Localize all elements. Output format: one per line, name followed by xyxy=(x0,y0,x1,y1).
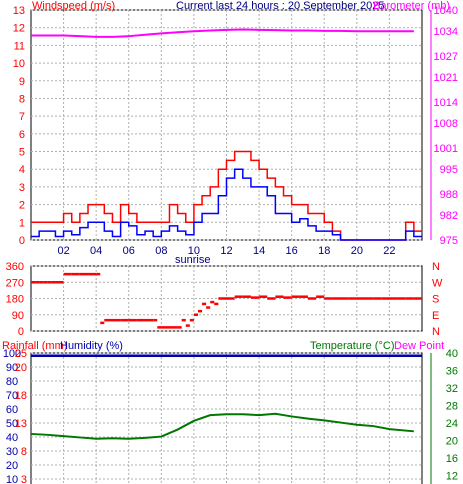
hour-tick-label: 14 xyxy=(253,245,265,257)
direction-tick-label: 270 xyxy=(6,277,24,289)
hour-tick-label: 02 xyxy=(57,245,69,257)
humidity-tick-label: 90 xyxy=(6,362,18,374)
temperature-tick-label: 24 xyxy=(446,418,458,430)
rainfall-tick-label: 13 xyxy=(15,418,27,430)
rainfall-tick-label: 8 xyxy=(21,446,27,458)
barometer-series-line xyxy=(31,28,414,38)
chart-title: Current last 24 hours : 20 September 202… xyxy=(176,0,385,12)
gust-series-line xyxy=(31,150,422,241)
temperature-axis-title: Temperature (°C) xyxy=(310,340,394,352)
rainfall-axis-title: Rainfall (mm) xyxy=(2,340,67,352)
humidity-axis-title: Humidity (%) xyxy=(60,340,123,352)
compass-tick-label: W xyxy=(432,277,443,289)
dewpoint-axis-title: Dew Point xyxy=(394,340,444,352)
windspeed-tick-label: 7 xyxy=(19,111,25,123)
temperature-tick-label: 28 xyxy=(446,401,458,413)
hour-tick-label: 12 xyxy=(220,245,232,257)
humidity-tick-label: 20 xyxy=(6,460,18,472)
humidity-tick-label: 30 xyxy=(6,446,18,458)
humidity-tick-label: 40 xyxy=(6,432,18,444)
barometer-tick-label: 982 xyxy=(440,210,458,222)
rainfall-tick-label: 25 xyxy=(15,348,27,360)
windspeed-tick-label: 4 xyxy=(19,164,25,176)
humidity-tick-label: 60 xyxy=(6,404,18,416)
temperature-series-line xyxy=(30,412,414,440)
barometer-axis-title: Barometer (mb) xyxy=(373,0,450,12)
barometer-tick-label: 975 xyxy=(440,235,458,247)
temperature-tick-label: 32 xyxy=(446,383,458,395)
hour-tick-label: 08 xyxy=(155,245,167,257)
barometer-tick-label: 1021 xyxy=(434,72,458,84)
temperature-tick-label: 36 xyxy=(446,366,458,378)
windspeed-tick-label: 11 xyxy=(14,40,25,52)
humidity-tick-label: 50 xyxy=(6,418,18,430)
temperature-tick-label: 40 xyxy=(446,348,458,360)
temperature-tick-label: 12 xyxy=(446,471,458,483)
temperature-tick-label: 16 xyxy=(446,453,458,465)
rainfall-tick-label: 3 xyxy=(21,474,27,484)
temperature-tick-label: 20 xyxy=(446,436,458,448)
hour-tick-label: 04 xyxy=(90,245,102,257)
hour-tick-label: 18 xyxy=(318,245,330,257)
hour-tick-label: 20 xyxy=(351,245,363,257)
barometer-tick-label: 1027 xyxy=(434,51,458,63)
humidity-tick-label: 70 xyxy=(6,390,18,402)
hour-tick-label: 22 xyxy=(383,245,395,257)
windspeed-tick-label: 8 xyxy=(19,93,25,105)
barometer-tick-label: 988 xyxy=(440,189,458,201)
direction-tick-label: 90 xyxy=(12,310,24,322)
windspeed-tick-label: 10 xyxy=(13,58,25,70)
direction-tick-label: 360 xyxy=(6,261,24,273)
series-layer xyxy=(30,28,422,440)
tick-labels: 0123456789101112139759829889951001100810… xyxy=(3,5,458,484)
barometer-tick-label: 1014 xyxy=(434,97,458,109)
windspeed-tick-label: 3 xyxy=(19,182,25,194)
sunrise-annotation: sunrise xyxy=(175,254,210,266)
windspeed-tick-label: 0 xyxy=(19,235,25,247)
compass-tick-label: S xyxy=(432,294,439,306)
humidity-tick-label: 100 xyxy=(3,348,21,360)
windspeed-series-line xyxy=(31,168,422,241)
windspeed-tick-label: 12 xyxy=(13,23,25,35)
windspeed-axis-title: Windspeed (m/s) xyxy=(32,0,115,12)
barometer-tick-label: 1040 xyxy=(434,5,458,17)
windspeed-tick-label: 5 xyxy=(19,147,25,159)
rainfall-tick-label: 20 xyxy=(15,362,27,374)
hour-tick-label: 16 xyxy=(286,245,298,257)
wind-panel-frame xyxy=(30,9,423,241)
humidity-tick-label: 10 xyxy=(6,474,18,484)
barometer-tick-label: 1008 xyxy=(434,118,458,130)
windspeed-tick-label: 2 xyxy=(19,200,25,212)
windspeed-tick-label: 13 xyxy=(13,5,25,17)
compass-tick-label: E xyxy=(432,310,439,322)
humidity-tick-label: 80 xyxy=(6,376,18,388)
compass-tick-label: N xyxy=(432,326,440,338)
direction-tick-label: 180 xyxy=(6,294,24,306)
hour-tick-label: 06 xyxy=(123,245,135,257)
rainfall-tick-label: 18 xyxy=(15,390,27,402)
compass-tick-label: N xyxy=(432,261,440,273)
hour-tick-label: 10 xyxy=(188,245,200,257)
windspeed-tick-label: 1 xyxy=(19,217,25,229)
barometer-tick-label: 995 xyxy=(440,164,458,176)
windspeed-tick-label: 9 xyxy=(19,76,25,88)
windspeed-tick-label: 6 xyxy=(19,129,25,141)
barometer-tick-label: 1001 xyxy=(434,143,458,155)
barometer-tick-label: 1034 xyxy=(434,26,458,38)
direction-tick-label: 0 xyxy=(18,326,24,338)
